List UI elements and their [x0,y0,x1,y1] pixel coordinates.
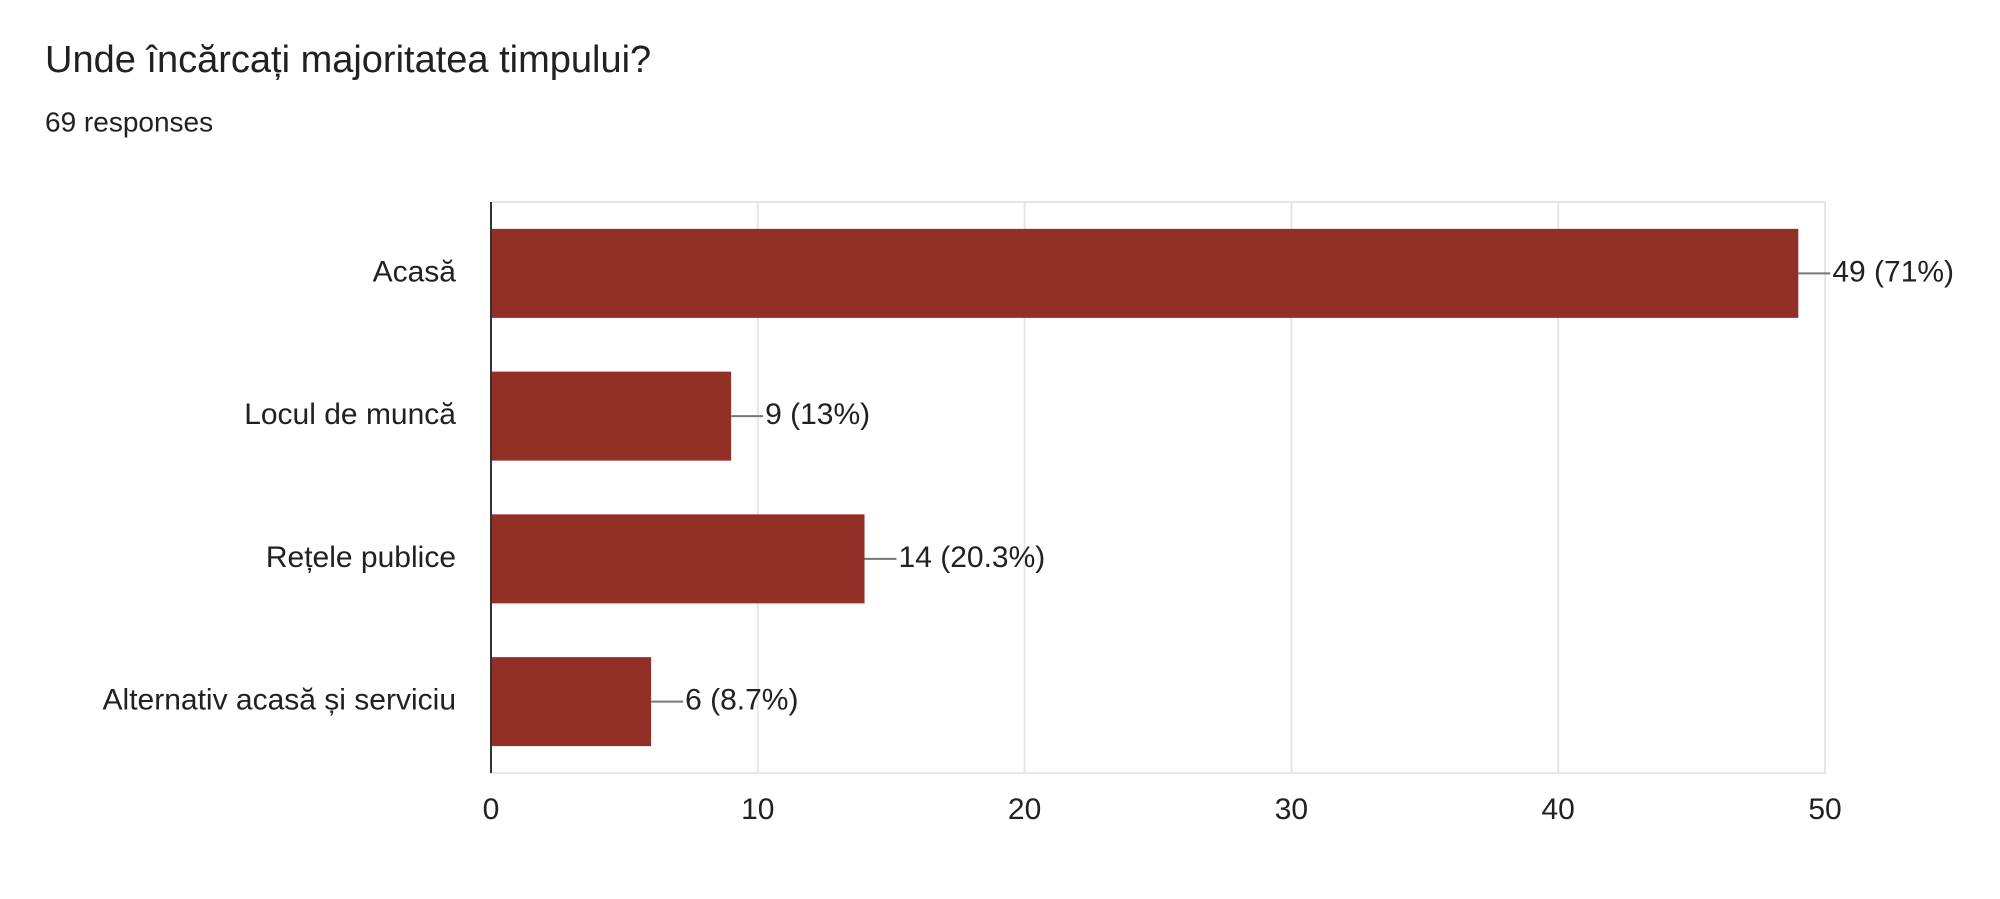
y-tick-label: Rețele publice [266,541,456,574]
x-tick-label: 10 [741,793,774,826]
bar [491,371,732,461]
data-label: 9 (13%) [765,398,870,431]
bar [491,514,865,604]
chart-title: Unde încărcați majoritatea timpului? [45,39,651,81]
bar [491,657,652,747]
data-label: 6 (8.7%) [685,684,798,717]
x-tick-label: 40 [1542,793,1575,826]
y-tick-label: Locul de muncă [244,398,456,431]
x-tick-label: 0 [483,793,500,826]
bar [491,228,1799,318]
y-tick-label: Acasă [373,255,457,288]
x-tick-label: 50 [1808,793,1841,826]
chart-subtitle: 69 responses [45,106,213,137]
y-tick-label: Alternativ acasă și serviciu [103,684,456,717]
data-label: 14 (20.3%) [899,541,1046,574]
x-tick-label: 20 [1008,793,1041,826]
x-tick-label: 30 [1275,793,1308,826]
data-label: 49 (71%) [1832,255,1954,288]
